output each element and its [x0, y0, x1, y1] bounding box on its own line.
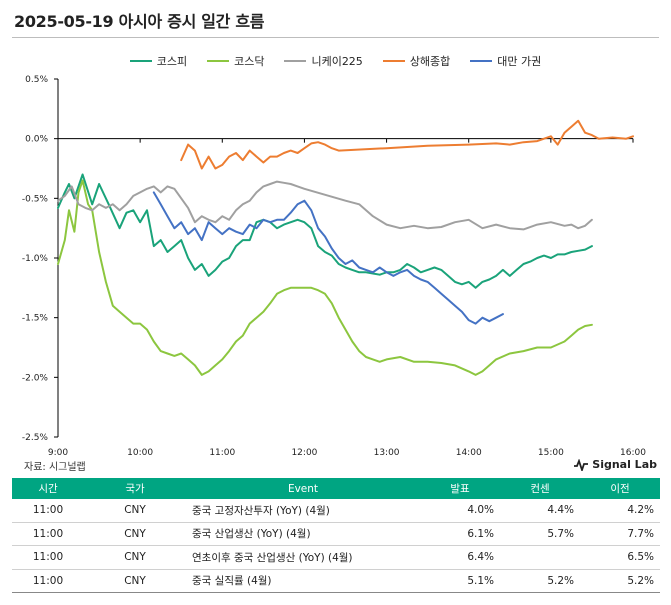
chart-legend: 코스피 코스닥 니케이225 상해종합 대만 가권	[0, 53, 671, 69]
series-line	[180, 119, 634, 170]
table-row: 11:00 CNY 중국 실직률 (4월) 5.1% 5.2% 5.2%	[12, 569, 660, 593]
cell-previous: 4.2%	[580, 499, 660, 523]
legend-label: 대만 가권	[497, 55, 542, 68]
series-line	[57, 180, 593, 231]
legend-item: 코스닥	[207, 53, 264, 69]
signal-lab-logo-icon	[574, 458, 589, 471]
legend-item: 상해종합	[382, 53, 451, 69]
legend-swatch	[129, 60, 152, 62]
cell-time: 11:00	[12, 522, 84, 546]
series-line	[57, 173, 593, 289]
cell-country: CNY	[84, 522, 186, 546]
source-note: 자료: 시그널랩	[24, 462, 86, 473]
x-tick-label: 13:00	[374, 448, 400, 458]
cell-country: CNY	[84, 569, 186, 593]
legend-item: 코스피	[129, 53, 188, 69]
cell-time: 11:00	[12, 569, 84, 593]
brand-logo: Signal Lab	[574, 458, 657, 471]
series-line	[57, 179, 593, 376]
x-tick-label: 12:00	[291, 448, 317, 458]
legend-label: 코스닥	[234, 55, 265, 68]
col-header-actual: 발표	[420, 478, 500, 499]
y-tick-label: 0.5%	[25, 75, 48, 85]
cell-event: 중국 고정자산투자 (YoY) (4월)	[186, 499, 420, 523]
cell-consensus: 5.7%	[500, 522, 580, 546]
line-chart: 0.5% 0.0% -0.5% -1.0% -1.5% -2.0% -2.5% 9:00 10:…	[22, 75, 646, 458]
cell-consensus: 5.2%	[500, 569, 580, 593]
legend-label: 코스피	[156, 55, 188, 68]
event-table: 시간 국가 Event 발표 컨센 이전 11:00 CNY 중국 고정자산투자…	[12, 478, 660, 593]
y-tick-label: -0.5%	[22, 194, 49, 204]
cell-time: 11:00	[12, 499, 84, 523]
cell-previous: 5.2%	[580, 569, 660, 593]
table-row: 11:00 CNY 중국 고정자산투자 (YoY) (4월) 4.0% 4.4%…	[12, 499, 660, 523]
y-tick-label: -1.0%	[22, 254, 49, 264]
col-header-event: Event	[186, 478, 420, 499]
y-tick-label: -1.5%	[22, 314, 49, 324]
legend-swatch	[470, 60, 493, 62]
y-tick-label: 0.0%	[25, 135, 48, 145]
cell-event: 연초이후 중국 산업생산 (YoY) (4월)	[186, 545, 420, 570]
cell-consensus: 4.4%	[500, 499, 580, 523]
col-header-consensus: 컨센	[500, 478, 580, 499]
cell-actual: 6.4%	[420, 545, 500, 570]
y-tick-label: -2.5%	[22, 433, 49, 443]
series-line	[152, 191, 504, 325]
cell-actual: 6.1%	[420, 522, 500, 546]
x-tick-label: 10:00	[127, 448, 153, 458]
x-tick-label: 15:00	[538, 448, 564, 458]
legend-label: 상해종합	[409, 55, 451, 68]
cell-previous: 6.5%	[580, 545, 660, 570]
legend-swatch	[207, 60, 230, 62]
table-row: 11:00 CNY 연초이후 중국 산업생산 (YoY) (4월) 6.4% 6…	[12, 545, 660, 570]
legend-swatch	[284, 60, 307, 62]
cell-country: CNY	[84, 545, 186, 570]
x-tick-label: 14:00	[456, 448, 482, 458]
cell-actual: 4.0%	[420, 499, 500, 523]
legend-label: 니케이225	[311, 55, 363, 68]
title-divider	[12, 37, 659, 38]
legend-item: 대만 가권	[470, 53, 541, 69]
brand-name: Signal Lab	[592, 458, 657, 471]
legend-item: 니케이225	[284, 53, 363, 69]
cell-previous: 7.7%	[580, 522, 660, 546]
legend-swatch	[382, 60, 405, 62]
cell-event: 중국 산업생산 (YoY) (4월)	[186, 522, 420, 546]
x-tick-label: 11:00	[209, 448, 235, 458]
col-header-time: 시간	[12, 478, 84, 499]
cell-country: CNY	[84, 499, 186, 523]
cell-consensus	[500, 545, 580, 570]
page-title: 2025-05-19 아시아 증시 일간 흐름	[14, 12, 265, 31]
y-tick-label: -2.0%	[22, 373, 49, 383]
x-tick-label: 16:00	[620, 448, 646, 458]
col-header-country: 국가	[84, 478, 186, 499]
cell-actual: 5.1%	[420, 569, 500, 593]
table-header-row: 시간 국가 Event 발표 컨센 이전	[12, 478, 660, 499]
cell-time: 11:00	[12, 545, 84, 570]
x-tick-label: 9:00	[48, 448, 68, 458]
col-header-previous: 이전	[580, 478, 660, 499]
cell-event: 중국 실직률 (4월)	[186, 569, 420, 593]
table-row: 11:00 CNY 중국 산업생산 (YoY) (4월) 6.1% 5.7% 7…	[12, 522, 660, 546]
